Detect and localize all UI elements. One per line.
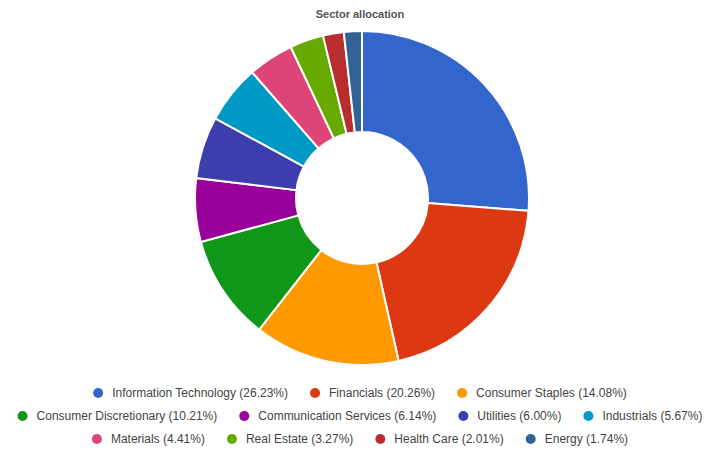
legend-item: Industrials (5.67%) xyxy=(583,409,702,423)
legend-label: Energy (1.74%) xyxy=(545,432,628,446)
legend-item: Communication Services (6.14%) xyxy=(239,409,436,423)
legend-label: Real Estate (3.27%) xyxy=(246,432,353,446)
chart: Sector allocation Information Technology … xyxy=(0,0,720,451)
legend-label: Health Care (2.01%) xyxy=(394,432,503,446)
legend-item: Consumer Staples (14.08%) xyxy=(457,386,627,400)
legend-marker xyxy=(583,411,593,421)
legend-item: Energy (1.74%) xyxy=(526,432,628,446)
legend-marker xyxy=(457,388,467,398)
legend-marker xyxy=(458,411,468,421)
legend-label: Consumer Discretionary (10.21%) xyxy=(37,409,218,423)
legend-label: Communication Services (6.14%) xyxy=(258,409,436,423)
legend-item: Information Technology (26.23%) xyxy=(93,386,288,400)
legend-item: Materials (4.41%) xyxy=(92,432,205,446)
slices xyxy=(195,31,529,365)
legend-label: Information Technology (26.23%) xyxy=(112,386,288,400)
legend-label: Utilities (6.00%) xyxy=(477,409,561,423)
legend-marker xyxy=(93,388,103,398)
legend-item: Real Estate (3.27%) xyxy=(227,432,353,446)
legend-label: Industrials (5.67%) xyxy=(602,409,702,423)
legend-marker xyxy=(375,434,385,444)
legend-item: Consumer Discretionary (10.21%) xyxy=(18,409,218,423)
legend-item: Financials (20.26%) xyxy=(310,386,435,400)
legend: Information Technology (26.23%) Financial… xyxy=(18,386,703,446)
legend-label: Financials (20.26%) xyxy=(329,386,435,400)
legend-marker xyxy=(310,388,320,398)
legend-marker xyxy=(526,434,536,444)
legend-marker xyxy=(92,434,102,444)
legend-marker xyxy=(239,411,249,421)
legend-item: Health Care (2.01%) xyxy=(375,432,503,446)
legend-marker xyxy=(227,434,237,444)
legend-label: Materials (4.41%) xyxy=(111,432,205,446)
legend-marker xyxy=(18,411,28,421)
legend-item: Utilities (6.00%) xyxy=(458,409,561,423)
slice xyxy=(376,203,528,361)
legend-label: Consumer Staples (14.08%) xyxy=(476,386,627,400)
slice xyxy=(344,31,362,132)
slice xyxy=(362,31,529,211)
chart-title: Sector allocation xyxy=(316,8,405,20)
